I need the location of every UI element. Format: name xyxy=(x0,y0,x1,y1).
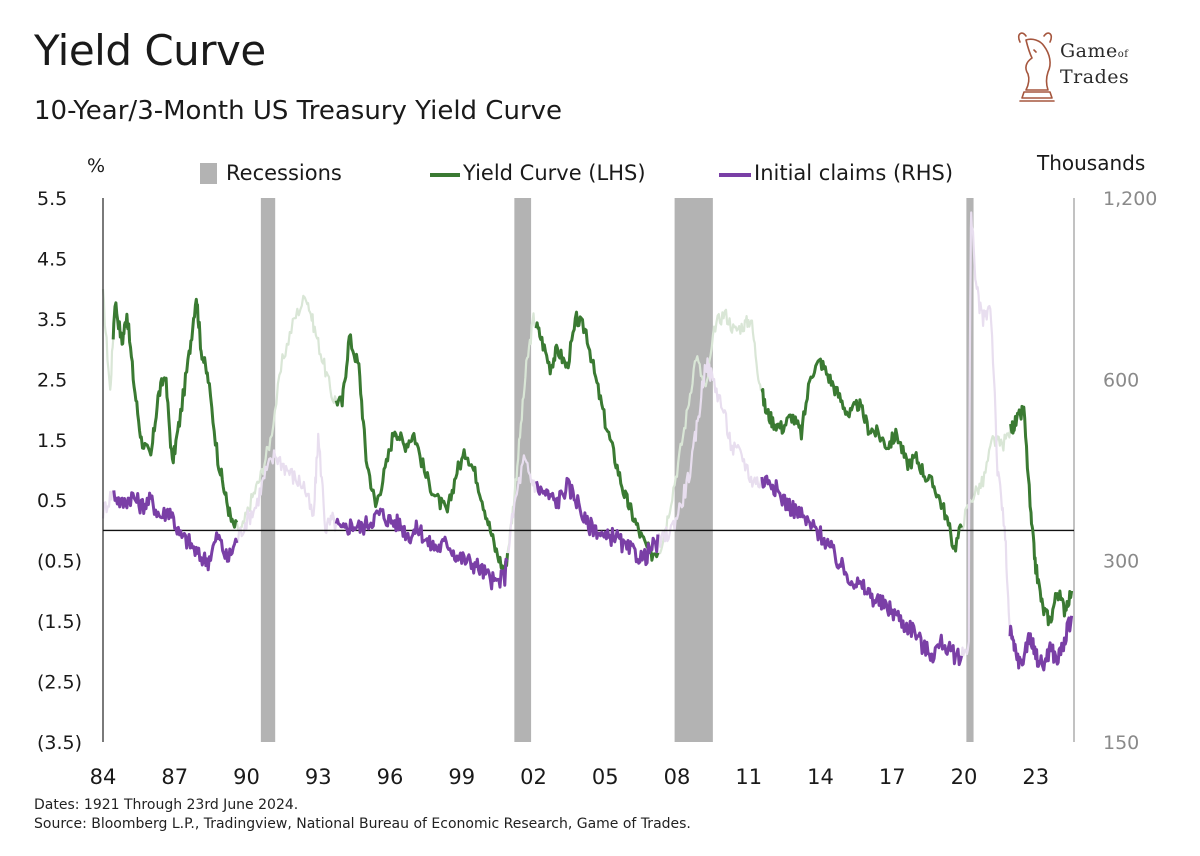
yield-curve-line-segment-10 xyxy=(1009,404,1074,627)
x-tick-label-10: 11 xyxy=(735,765,762,789)
x-tick-label-5: 96 xyxy=(377,765,404,789)
yield-curve-line-segment-6 xyxy=(534,310,660,562)
footer: Dates: 1921 Through 23rd June 2024. Sour… xyxy=(34,796,691,834)
right-axis-unit: Thousands xyxy=(1036,151,1145,175)
claims-line-segment-4 xyxy=(334,507,509,591)
x-tick-label-1: 84 xyxy=(90,765,117,789)
legend-recessions-label: Recessions xyxy=(226,161,342,185)
left-tick-label-8: (1.5) xyxy=(37,611,82,633)
x-tick-label-2: 87 xyxy=(161,765,188,789)
left-tick-label-7: (0.5) xyxy=(37,551,82,573)
recession-band-1 xyxy=(260,198,276,742)
x-tick-label-8: 05 xyxy=(592,765,619,789)
claims-line-segment-1 xyxy=(101,489,115,519)
left-tick-label-3: 3.5 xyxy=(37,309,67,331)
x-tick-label-14: 23 xyxy=(1022,765,1049,789)
axes xyxy=(102,198,1075,742)
yield-curve-chart: 5.5 4.5 3.5 2.5 1.5 0.5 (0.5) (1.5) (2.5) (3.5) 1,… xyxy=(37,151,1157,789)
brand-logo: Gameof Trades xyxy=(1010,28,1160,104)
chart-subtitle: 10-Year/3-Month US Treasury Yield Curve xyxy=(34,96,563,126)
left-tick-label-2: 4.5 xyxy=(37,248,67,270)
claims-line-segment-5 xyxy=(506,454,538,562)
left-tick-label-10: (3.5) xyxy=(37,732,82,754)
faded-series-layer xyxy=(101,211,1012,657)
x-tick-label-6: 99 xyxy=(448,765,475,789)
claims-line-segment-2 xyxy=(112,490,239,572)
left-axis-unit: % xyxy=(87,155,105,177)
x-tick-label-3: 90 xyxy=(233,765,260,789)
footer-dates: Dates: 1921 Through 23rd June 2024. xyxy=(34,797,299,813)
left-tick-label-6: 0.5 xyxy=(37,490,67,512)
left-tick-label-9: (2.5) xyxy=(37,672,82,694)
left-tick-label-5: 1.5 xyxy=(37,430,67,452)
yield-curve-line-segment-4 xyxy=(334,333,509,576)
claims-line-segment-8 xyxy=(760,474,964,667)
left-tick-label-4: 2.5 xyxy=(37,369,67,391)
footer-source: Source: Bloomberg L.P., Tradingview, Nat… xyxy=(34,816,691,832)
recession-band-2 xyxy=(514,198,532,742)
yield-curve-line-segment-8 xyxy=(760,357,963,553)
legend-claims-label: Initial claims (RHS) xyxy=(754,161,953,185)
right-tick-label-4: 150 xyxy=(1103,732,1139,754)
yield-curve-line-segment-7 xyxy=(657,308,763,555)
left-tick-label-1: 5.5 xyxy=(37,188,67,210)
x-tick-label-4: 93 xyxy=(305,765,332,789)
bull-knight-icon xyxy=(1017,32,1055,102)
yield-curve-line-segment-3 xyxy=(235,294,338,532)
x-tick-label-9: 08 xyxy=(664,765,691,789)
series-layer xyxy=(111,297,1074,672)
x-tick-label-11: 14 xyxy=(807,765,834,789)
claims-line-segment-10 xyxy=(1008,615,1074,672)
chart-title: Yield Curve xyxy=(34,26,266,75)
x-tick-label-12: 17 xyxy=(879,765,906,789)
claims-line-segment-7 xyxy=(657,357,763,548)
claims-line-segment-6 xyxy=(535,476,660,567)
claims-line-segment-3 xyxy=(235,432,338,544)
logo-wordmark-line1: Gameof xyxy=(1060,40,1129,62)
legend-yield-curve-label: Yield Curve (LHS) xyxy=(462,161,646,185)
tick-labels: 5.5 4.5 3.5 2.5 1.5 0.5 (0.5) (1.5) (2.5) (3.5) 1,… xyxy=(37,188,1157,789)
x-tick-label-13: 20 xyxy=(951,765,978,789)
legend-recessions-swatch xyxy=(200,163,217,184)
x-tick-label-7: 02 xyxy=(520,765,547,789)
logo-wordmark-line2: Trades xyxy=(1060,66,1130,88)
legend: Recessions Yield Curve (LHS) Initial cla… xyxy=(200,161,953,185)
yield-curve-line-segment-2 xyxy=(111,297,239,529)
yield-curve-line-segment-1 xyxy=(101,289,115,391)
right-tick-label-2: 600 xyxy=(1103,369,1139,391)
recession-band-3 xyxy=(674,198,713,742)
right-tick-label-1: 1,200 xyxy=(1103,188,1157,210)
claims-line-segment-9 xyxy=(960,211,1012,657)
right-tick-label-3: 300 xyxy=(1103,551,1139,573)
